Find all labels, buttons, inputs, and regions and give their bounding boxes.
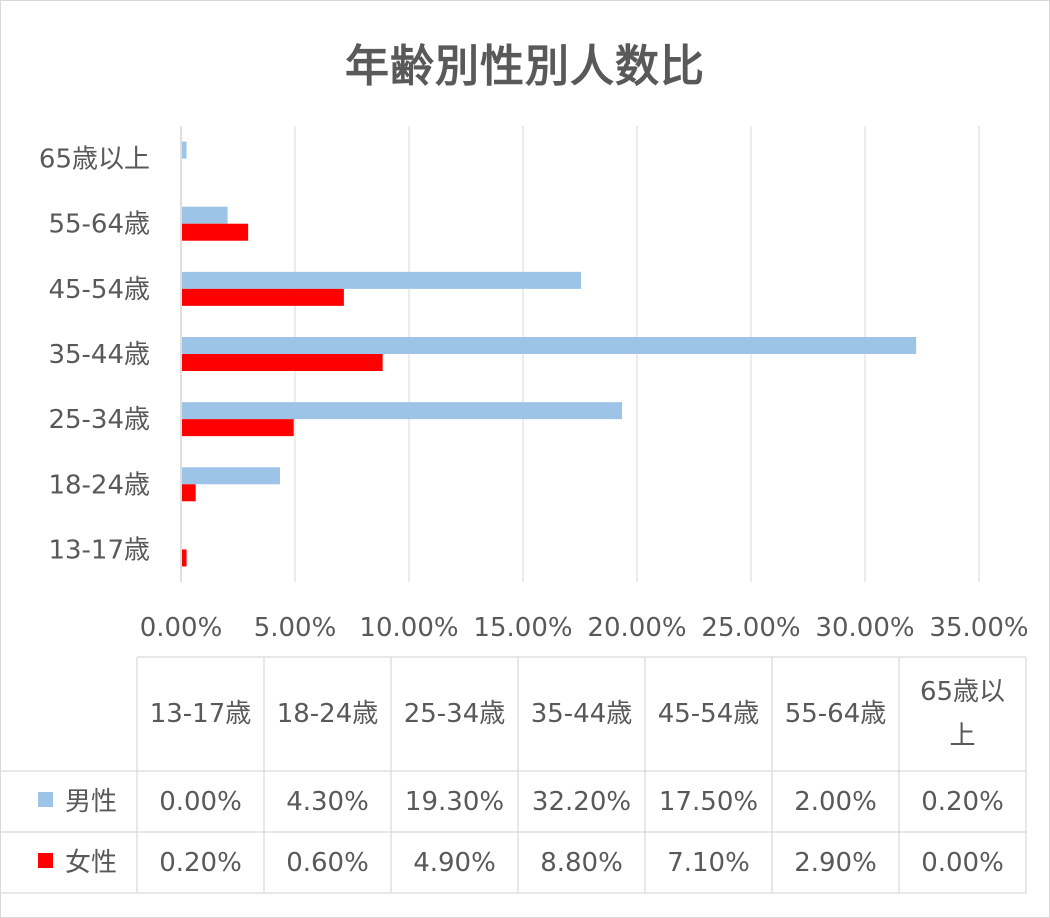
table-cell-female: 8.80% <box>540 847 623 878</box>
bar-female <box>182 288 344 306</box>
y-category-label: 13-17歳 <box>48 535 150 565</box>
table-cell-female: 0.20% <box>159 847 242 878</box>
y-category-label: 45-54歳 <box>48 275 150 305</box>
y-category-label: 35-44歳 <box>48 340 150 370</box>
x-tick-label: 10.00% <box>359 613 458 643</box>
x-tick-label: 25.00% <box>701 613 800 643</box>
bar-female <box>182 419 294 437</box>
bar-male <box>182 467 281 485</box>
table-cell-female: 4.90% <box>413 847 496 878</box>
bar-female <box>182 549 187 567</box>
table-header-cell: 55-64歳 <box>784 699 887 729</box>
table-header-cell: 18-24歳 <box>276 699 379 729</box>
bar-female <box>182 223 249 241</box>
table-cell-female: 2.90% <box>794 847 877 878</box>
table-cell-male: 4.30% <box>286 786 369 817</box>
y-category-label: 55-64歳 <box>48 210 150 240</box>
table-cell-female: 7.10% <box>667 847 750 878</box>
table-cell-male: 17.50% <box>658 786 759 817</box>
bar-female <box>182 354 383 371</box>
bar-female <box>182 484 196 502</box>
bar-male <box>182 337 917 354</box>
y-category-label: 18-24歳 <box>48 470 150 500</box>
table-header-cell: 65歳以 上 <box>919 677 1006 751</box>
table-cell-female: 0.60% <box>286 847 369 878</box>
x-tick-label: 35.00% <box>929 613 1028 643</box>
legend-color-key <box>38 792 53 807</box>
bar-male <box>182 271 581 289</box>
legend-entry: 女性 <box>0 832 137 893</box>
table-cell-male: 0.20% <box>921 786 1004 817</box>
x-tick-label: 5.00% <box>254 613 337 643</box>
bar-male <box>182 402 623 420</box>
table-cell-male: 0.00% <box>159 786 242 817</box>
table-cell-male: 19.30% <box>404 786 505 817</box>
chart-title: 年齢別性別人数比 <box>345 41 705 92</box>
table-cell-female: 0.00% <box>921 847 1004 878</box>
table-header-cell: 13-17歳 <box>149 699 252 729</box>
table-cell-male: 32.20% <box>531 786 632 817</box>
x-tick-label: 0.00% <box>140 613 223 643</box>
x-tick-label: 20.00% <box>587 613 686 643</box>
bar-male <box>182 141 187 159</box>
y-category-label: 65歳以上 <box>39 145 150 175</box>
table-cell-male: 2.00% <box>794 786 877 817</box>
y-category-label: 25-34歳 <box>48 405 150 435</box>
bar-male <box>182 206 228 224</box>
x-tick-label: 30.00% <box>815 613 914 643</box>
legend-label: 女性 <box>65 847 118 878</box>
legend-entry: 男性 <box>0 771 137 832</box>
legend-label: 男性 <box>65 786 118 817</box>
x-tick-label: 15.00% <box>473 613 572 643</box>
table-header-cell: 25-34歳 <box>403 699 506 729</box>
table-header-cell: 35-44歳 <box>530 699 633 729</box>
legend-color-key <box>38 853 53 868</box>
table-header-cell: 45-54歳 <box>657 699 760 729</box>
